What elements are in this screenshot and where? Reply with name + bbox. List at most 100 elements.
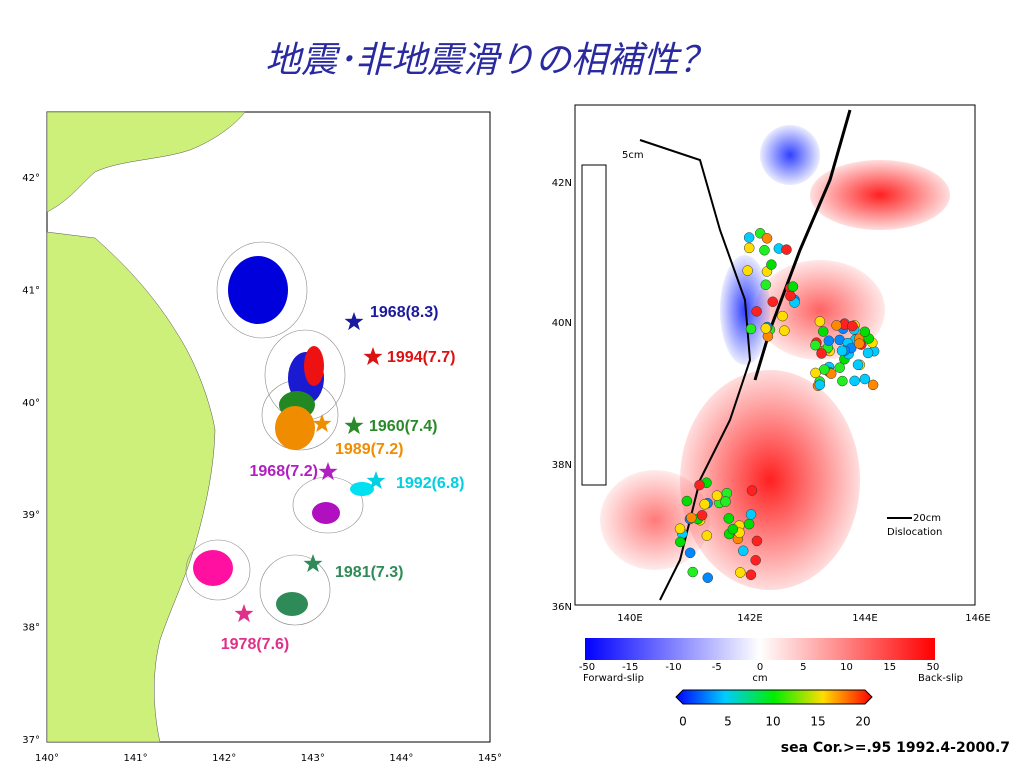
colorbar-tick: 0: [679, 715, 687, 729]
lat-label: 39°: [22, 510, 40, 521]
colorbar-tick: 20: [855, 715, 870, 729]
lon-label: 145°: [478, 753, 502, 764]
event-label: 1992(6.8): [396, 475, 465, 492]
station: [859, 373, 871, 385]
station: [814, 379, 826, 391]
lon-label: 142E: [737, 613, 762, 624]
colorbar-tick: 15: [883, 662, 896, 673]
slip-area: [275, 406, 315, 450]
scale-label: Dislocation: [887, 527, 942, 538]
slip-area: [304, 346, 324, 386]
station: [779, 325, 790, 336]
station: [735, 567, 746, 578]
lat-label: 42°: [22, 173, 40, 184]
station: [745, 569, 757, 581]
lon-label: 143°: [301, 753, 325, 764]
station: [737, 545, 749, 557]
event-label: 1981(7.3): [335, 564, 404, 581]
back-slip-area: [810, 160, 950, 230]
event-label: 1989(7.2): [335, 441, 404, 458]
colorbar: [585, 638, 935, 660]
station: [684, 547, 696, 559]
colorbar-tick: 50: [927, 662, 940, 673]
lon-label: 144°: [389, 753, 413, 764]
event-label: 1978(7.6): [221, 636, 290, 653]
station: [760, 323, 772, 334]
land: [46, 111, 246, 213]
station: [727, 523, 739, 535]
right-map: 5cm 20cm Dislocation: [574, 104, 976, 606]
event-label: 1960(7.4): [369, 418, 438, 435]
slide-title: 地震･非地震滑りの相補性？: [265, 40, 715, 81]
slip-area: [276, 592, 308, 616]
event-label: 1968(8.3): [370, 304, 439, 321]
station: [742, 265, 753, 276]
colorbar-label: Forward-slip: [583, 673, 644, 684]
colorbar-tick: -10: [665, 662, 681, 673]
station: [720, 496, 731, 507]
station: [810, 339, 821, 351]
slip-area: [193, 550, 233, 586]
lat-label: 37°: [22, 735, 40, 746]
land: [46, 231, 216, 743]
colorbar-tick: -5: [712, 662, 722, 673]
lat-label: 40°: [22, 398, 40, 409]
lon-label: 140°: [35, 753, 59, 764]
lon-label: 142°: [212, 753, 236, 764]
station: [760, 279, 772, 290]
station: [686, 512, 697, 524]
station: [743, 232, 755, 243]
station: [819, 364, 830, 375]
station: [743, 518, 755, 530]
station: [867, 379, 879, 391]
station: [702, 572, 713, 583]
station: [852, 359, 864, 370]
colorbar-tick: 10: [765, 715, 780, 729]
station: [681, 495, 693, 507]
station: [759, 244, 770, 256]
station: [766, 259, 777, 270]
station: [854, 338, 865, 349]
forward-slip-area: [760, 125, 820, 185]
station: [746, 485, 758, 496]
station: [831, 320, 842, 331]
scale-column: [581, 164, 607, 486]
station: [761, 233, 773, 244]
lat-label: 38N: [552, 460, 572, 471]
station: [723, 513, 735, 524]
slip-area: [350, 482, 374, 496]
station: [687, 566, 698, 578]
station: [836, 345, 848, 357]
station: [862, 347, 874, 359]
station: [745, 323, 757, 335]
lon-label: 146E: [965, 613, 990, 624]
station: [834, 362, 845, 373]
left-map: 1968(8.3) 1994(7.7) 1960(7.4) 1989(7.2) 1968…: [46, 111, 491, 743]
station: [847, 320, 858, 332]
colorbar: [675, 689, 873, 705]
station: [751, 306, 762, 317]
event-label: 1994(7.7): [387, 349, 456, 366]
station: [787, 281, 799, 292]
station: [694, 479, 705, 491]
lat-label: 36N: [552, 602, 572, 613]
contours: [185, 241, 364, 626]
station: [767, 296, 778, 308]
station: [810, 367, 821, 379]
colorbar-tick: -50: [579, 662, 595, 673]
colorbar-tick: 5: [800, 662, 806, 673]
colorbar-tick: 10: [840, 662, 853, 673]
station: [751, 535, 763, 547]
lon-label: 144E: [852, 613, 877, 624]
colorbar-tick: 15: [810, 715, 825, 729]
lat-label: 38°: [22, 623, 40, 634]
colorbar-tick: 0: [757, 662, 763, 673]
station: [701, 530, 713, 541]
station: [823, 335, 835, 346]
event-label: 1968(7.2): [250, 463, 319, 480]
station: [777, 310, 788, 322]
station: [781, 244, 792, 255]
station: [849, 375, 860, 387]
station: [750, 555, 761, 566]
